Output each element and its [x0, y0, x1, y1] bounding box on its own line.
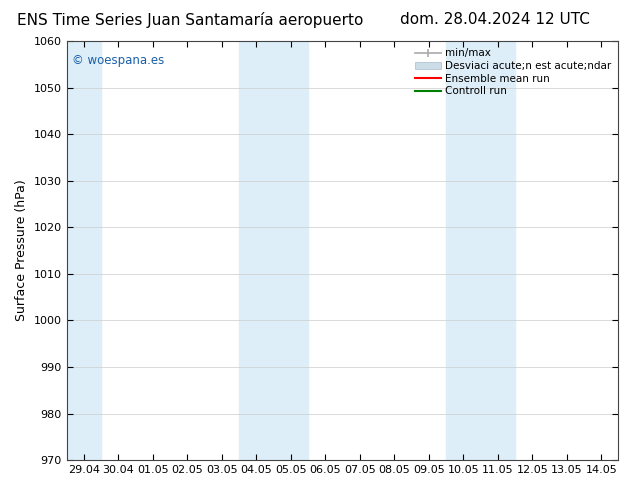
Text: ENS Time Series Juan Santamaría aeropuerto: ENS Time Series Juan Santamaría aeropuer…	[17, 12, 363, 28]
Bar	[446, 41, 515, 460]
Bar	[67, 41, 101, 460]
Text: © woespana.es: © woespana.es	[72, 53, 164, 67]
Y-axis label: Surface Pressure (hPa): Surface Pressure (hPa)	[15, 180, 28, 321]
Bar	[239, 41, 308, 460]
Legend: min/max, Desviaci acute;n est acute;ndar, Ensemble mean run, Controll run: min/max, Desviaci acute;n est acute;ndar…	[411, 44, 616, 100]
Text: dom. 28.04.2024 12 UTC: dom. 28.04.2024 12 UTC	[399, 12, 590, 27]
